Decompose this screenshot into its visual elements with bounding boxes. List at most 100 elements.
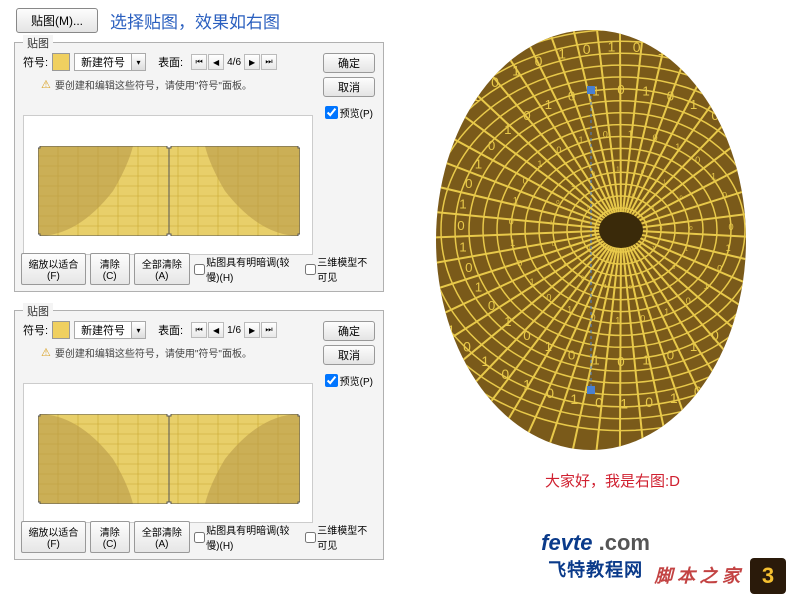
- shade-checkbox[interactable]: 贴图具有明暗调(较慢)(H): [194, 254, 301, 284]
- svg-text:1: 1: [604, 284, 607, 290]
- invisible-checkbox[interactable]: 三维模型不可见: [305, 522, 377, 552]
- nav-last-button[interactable]: ⏭: [261, 322, 277, 338]
- svg-text:0: 0: [491, 74, 499, 90]
- svg-text:0: 0: [583, 41, 591, 57]
- svg-text:1: 1: [675, 142, 680, 152]
- clear-all-button[interactable]: 全部清除(A): [134, 521, 191, 553]
- ok-button[interactable]: 确定: [323, 53, 375, 73]
- svg-text:0: 0: [660, 226, 663, 232]
- svg-text:0: 0: [640, 314, 645, 324]
- preview-checkbox[interactable]: 预览(P): [325, 373, 373, 388]
- svg-text:1: 1: [607, 194, 610, 200]
- svg-text:1: 1: [570, 391, 578, 407]
- svg-text:1: 1: [459, 197, 466, 212]
- svg-text:1: 1: [481, 353, 489, 369]
- symbol-dropdown[interactable]: 新建符号 ▾: [74, 321, 146, 339]
- svg-text:1: 1: [670, 390, 678, 406]
- shade-checkbox[interactable]: 贴图具有明暗调(较慢)(H): [194, 522, 301, 552]
- svg-text:0: 0: [463, 338, 471, 354]
- svg-text:1: 1: [472, 88, 480, 104]
- svg-text:0: 0: [556, 145, 561, 155]
- svg-text:0: 0: [711, 328, 718, 343]
- svg-text:0: 0: [694, 383, 702, 399]
- symbol-swatch[interactable]: [52, 321, 70, 339]
- svg-text:1: 1: [563, 261, 566, 267]
- nav-first-button[interactable]: ⏮: [191, 54, 207, 70]
- cancel-button[interactable]: 取消: [323, 345, 375, 365]
- symbol-label: 符号:: [23, 54, 48, 70]
- nav-next-button[interactable]: ▶: [244, 322, 260, 338]
- svg-text:0: 0: [488, 138, 495, 153]
- svg-text:1: 1: [504, 122, 511, 137]
- map-panel-1: 贴图 符号: 新建符号 ▾ 表面: ⏮ ◀ 4/6 ▶ ⏭ ⚠要创建和编辑这些符…: [14, 42, 384, 292]
- svg-text:0: 0: [568, 89, 575, 104]
- svg-text:1: 1: [653, 278, 656, 284]
- nav-prev-button[interactable]: ◀: [208, 322, 224, 338]
- svg-text:0: 0: [738, 363, 746, 379]
- svg-text:0: 0: [645, 394, 653, 410]
- symbol-dropdown[interactable]: 新建符号 ▾: [74, 53, 146, 71]
- svg-text:0: 0: [517, 258, 522, 268]
- svg-text:1: 1: [726, 243, 731, 253]
- warning-icon: ⚠: [41, 346, 51, 359]
- page-title: 选择贴图，效果如右图: [110, 8, 280, 33]
- clear-button[interactable]: 清除(C): [90, 253, 130, 285]
- svg-text:0: 0: [587, 246, 590, 252]
- preview-checkbox[interactable]: 预览(P): [325, 105, 373, 120]
- svg-text:1: 1: [652, 206, 655, 212]
- svg-text:1: 1: [615, 315, 620, 325]
- page-indicator: 1/6: [225, 325, 243, 336]
- svg-text:0: 0: [465, 176, 472, 191]
- svg-text:1: 1: [475, 156, 482, 171]
- invisible-checkbox[interactable]: 三维模型不可见: [305, 254, 377, 284]
- clear-button[interactable]: 清除(C): [90, 521, 130, 553]
- svg-text:0: 0: [595, 395, 603, 411]
- svg-text:0: 0: [546, 293, 551, 303]
- symbol-value: 新建符号: [75, 322, 131, 338]
- svg-text:1: 1: [642, 84, 649, 99]
- svg-text:1: 1: [704, 281, 709, 291]
- svg-text:0: 0: [617, 82, 624, 97]
- svg-text:1: 1: [664, 307, 669, 317]
- svg-text:0: 0: [727, 65, 735, 81]
- svg-text:0: 0: [632, 258, 635, 264]
- svg-text:1: 1: [579, 135, 584, 145]
- svg-text:1: 1: [608, 39, 616, 55]
- svg-text:0: 0: [633, 39, 641, 55]
- cancel-button[interactable]: 取消: [323, 77, 375, 97]
- svg-text:0: 0: [535, 53, 543, 69]
- map-panel-2: 贴图 符号: 新建符号 ▾ 表面: ⏮ ◀ 1/6 ▶ ⏭ ⚠要创建和编辑这些符…: [14, 310, 384, 560]
- fit-button[interactable]: 缩放以适合(F): [21, 521, 86, 553]
- svg-text:1: 1: [711, 171, 716, 181]
- svg-text:1: 1: [592, 352, 599, 367]
- svg-text:0: 0: [603, 129, 608, 139]
- svg-text:0: 0: [455, 104, 463, 120]
- svg-text:1: 1: [512, 62, 520, 78]
- watermark-text: 脚 本 之 家: [655, 562, 741, 588]
- nav-next-button[interactable]: ▶: [244, 54, 260, 70]
- nav-prev-button[interactable]: ◀: [208, 54, 224, 70]
- svg-text:0: 0: [465, 260, 472, 275]
- symbol-swatch[interactable]: [52, 53, 70, 71]
- clear-all-button[interactable]: 全部清除(A): [134, 253, 191, 285]
- svg-text:1: 1: [690, 97, 697, 112]
- svg-text:0: 0: [652, 133, 657, 143]
- svg-text:0: 0: [711, 108, 718, 123]
- svg-text:1: 1: [658, 42, 666, 58]
- svg-text:1: 1: [730, 122, 737, 137]
- svg-text:1: 1: [663, 179, 666, 185]
- svg-text:0: 0: [523, 176, 528, 186]
- nav-first-button[interactable]: ⏮: [191, 322, 207, 338]
- ok-button[interactable]: 确定: [323, 321, 375, 341]
- fit-button[interactable]: 缩放以适合(F): [21, 253, 86, 285]
- svg-text:1: 1: [523, 377, 531, 393]
- result-figure: 0101010101010101010101010100101010101010…: [436, 30, 746, 450]
- svg-text:0: 0: [667, 89, 674, 104]
- svg-text:1: 1: [447, 322, 455, 338]
- texture-preview: [38, 146, 300, 236]
- nav-last-button[interactable]: ⏭: [261, 54, 277, 70]
- svg-text:0: 0: [568, 347, 575, 362]
- svg-text:1: 1: [537, 159, 542, 169]
- svg-text:1: 1: [705, 55, 713, 71]
- map-button[interactable]: 贴图(M)...: [16, 8, 98, 33]
